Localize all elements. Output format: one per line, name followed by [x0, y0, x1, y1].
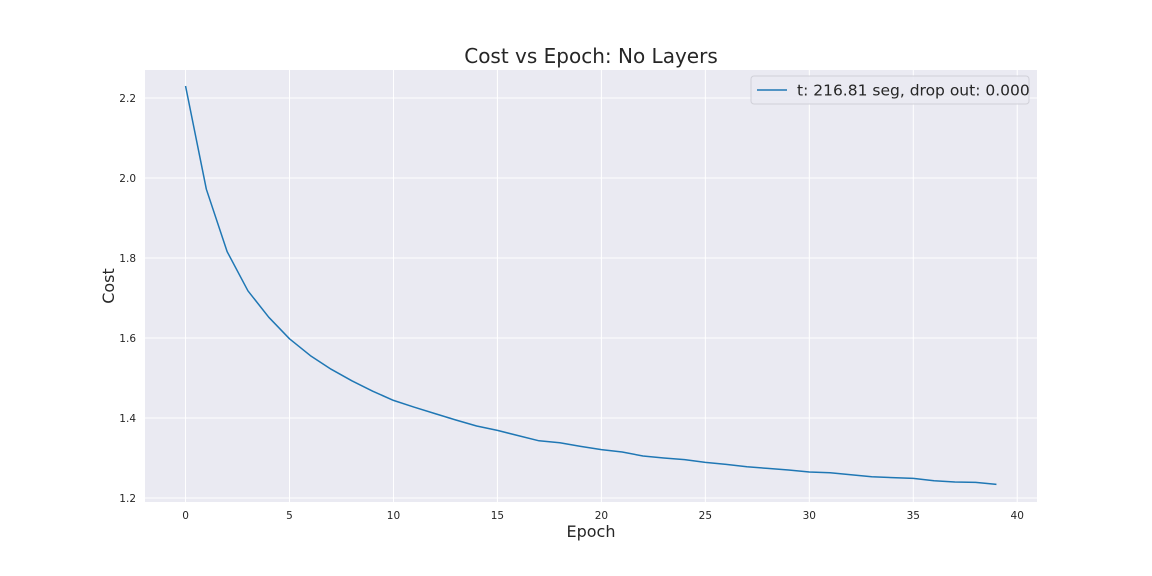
- legend-label: t: 216.81 seg, drop out: 0.000: [797, 82, 1030, 100]
- legend: t: 216.81 seg, drop out: 0.000: [750, 75, 1030, 105]
- grid-lines: [145, 70, 1037, 502]
- series-line: [184, 85, 997, 486]
- chart-title: Cost vs Epoch: No Layers: [464, 44, 718, 68]
- y-axis-label: Cost: [99, 268, 118, 304]
- y-tick-label: 1.6: [119, 333, 136, 345]
- x-tick-label: 30: [803, 510, 816, 522]
- x-tick-label: 35: [907, 510, 920, 522]
- y-tick-label: 2.2: [119, 93, 136, 105]
- y-tick-label: 1.4: [119, 413, 136, 425]
- x-tick-label: 5: [286, 510, 293, 522]
- y-tick-label: 1.2: [119, 493, 136, 505]
- x-axis-label: Epoch: [567, 522, 616, 541]
- x-tick-label: 10: [387, 510, 400, 522]
- x-tick-label: 25: [699, 510, 712, 522]
- x-tick-label: 20: [595, 510, 608, 522]
- plot-area: [145, 70, 1037, 502]
- x-tick-label: 40: [1011, 510, 1024, 522]
- legend-box: [750, 75, 1030, 105]
- x-tick-label: 15: [491, 510, 504, 522]
- tick-labels: 0 5 10 15 20 25 30 35 40 1.2 1.4 1.6 1.8 2.0 2.2: [119, 93, 1024, 522]
- x-tick-label: 0: [182, 510, 189, 522]
- y-tick-label: 1.8: [119, 253, 136, 265]
- y-tick-label: 2.0: [119, 173, 136, 185]
- series-layer: [184, 85, 997, 486]
